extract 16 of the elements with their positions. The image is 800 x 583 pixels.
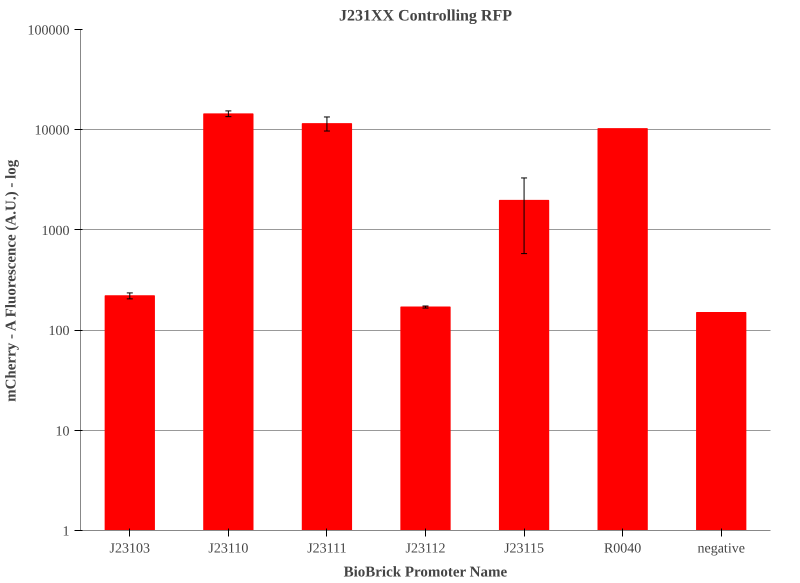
x-tick-label: R0040 [604,542,642,556]
y-tick-label: 1000 [42,224,70,239]
x-tick-label: J23115 [504,542,544,556]
y-tick-label: 10000 [34,124,70,139]
x-tick-label: negative [698,542,745,556]
y-tick-label: 1 [62,524,70,540]
x-axis-title: BioBrick Promoter Name [344,564,508,580]
x-tick-label: J23112 [406,542,446,556]
x-tick-label: J23103 [110,542,150,556]
y-tick-label: 100 [48,324,70,340]
chart-title: J231XX Controlling RFP [338,8,512,24]
y-tick-label: 10 [56,424,70,440]
y-axis-title: mCherry - A Fluorescence (A.U.) - log [4,159,20,402]
x-tick-label: J23110 [208,542,248,556]
x-tick-label: J23111 [307,542,347,556]
y-tick-label: 100000 [28,24,70,38]
